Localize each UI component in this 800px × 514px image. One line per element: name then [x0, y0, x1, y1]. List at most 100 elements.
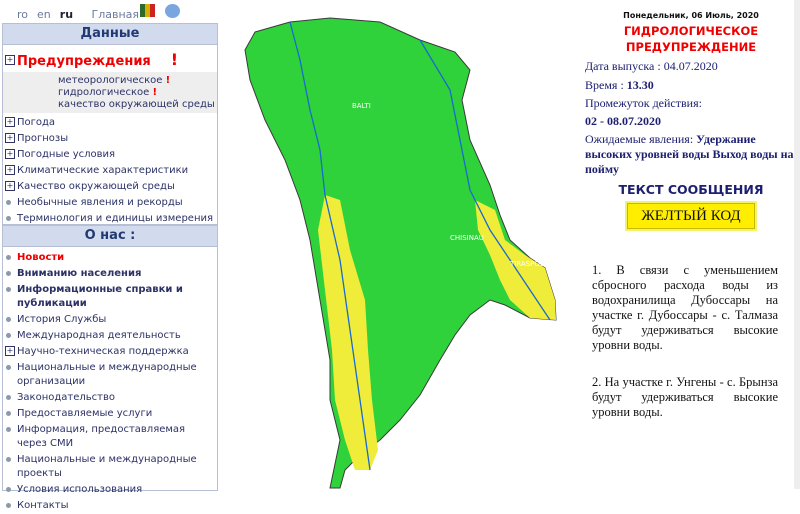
menu-item-label: Информация, предоставляемая через СМИ: [17, 424, 186, 449]
menu-item-label: Научно-техническая поддержка: [17, 346, 189, 357]
bullet-icon: [6, 271, 11, 276]
menu-item[interactable]: Контакты: [3, 498, 217, 514]
menu-item[interactable]: Информация, предоставляемая через СМИ: [3, 422, 217, 452]
warning-meteo[interactable]: метеорологическое !: [58, 75, 171, 86]
menu-item[interactable]: + Погода: [3, 115, 217, 131]
top-nav: ro en ru Главная: [17, 8, 148, 21]
period-value: 02 - 08.07.2020: [585, 114, 661, 128]
expand-icon: +: [5, 346, 15, 356]
menu-item[interactable]: Информационные справки и публикации: [3, 282, 217, 312]
home-link[interactable]: Главная: [91, 8, 140, 21]
issue-date: Дата выпуска : 04.07.2020: [585, 59, 718, 73]
menu-item-label: Национальные и международные организации: [17, 362, 197, 387]
menu-item[interactable]: + Качество окружающей среды: [3, 179, 217, 195]
bullet-icon: [6, 427, 11, 432]
menu-item-label: Климатические характеристики: [17, 165, 189, 176]
scrollbar[interactable]: [794, 0, 800, 489]
menu-item[interactable]: + Погодные условия: [3, 147, 217, 163]
menu-item-label: Национальные и международные проекты: [17, 454, 197, 479]
bullet-icon: [6, 487, 11, 492]
menu-item[interactable]: Вниманию населения: [3, 266, 217, 282]
hydro-warning-map: BALTI CHISINAU TIRASPOL: [244, 17, 557, 489]
bullet-icon: [6, 317, 11, 322]
warnings-submenu: метеорологическое ! гидрологическое ! ка…: [3, 72, 217, 113]
about-panel: О нас : Новости Вниманию населения Информа…: [2, 225, 218, 511]
bullet-icon: [6, 503, 11, 508]
menu-item[interactable]: Новости: [3, 250, 217, 266]
map-label: TIRASPOL: [509, 260, 544, 268]
alert-icon: !: [152, 87, 158, 98]
warning-hydro[interactable]: гидрологическое !: [58, 87, 158, 98]
current-date: Понедельник, 06 Июль, 2020: [623, 11, 759, 20]
menu-item[interactable]: Терминология и единицы измерения: [3, 211, 217, 227]
menu-item-label: Необычные явления и рекорды: [17, 197, 183, 208]
rivers: [289, 21, 551, 471]
paragraph-1: 1. В связи с уменьшением сбросного расхо…: [592, 263, 778, 352]
menu-item-label: Качество окружающей среды: [17, 181, 175, 192]
menu-item[interactable]: + Научно-техническая поддержка: [3, 344, 217, 360]
menu-item[interactable]: Международная деятельность: [3, 328, 217, 344]
menu-item[interactable]: Условия использования: [3, 482, 217, 498]
bulletin: Понедельник, 06 Июль, 2020 ГИДРОЛОГИЧЕСК…: [585, 0, 797, 231]
moldova-flag-icon[interactable]: [140, 4, 155, 17]
map-label: BALTI: [352, 102, 371, 110]
warning-env[interactable]: качество окружающей среды: [58, 99, 215, 110]
lang-ro[interactable]: ro: [17, 8, 29, 21]
menu-item-label: Законодательство: [17, 392, 115, 403]
period-label: Промежуток действия:: [585, 96, 702, 110]
menu-item[interactable]: История Службы: [3, 312, 217, 328]
menu-item-label: История Службы: [17, 314, 107, 325]
warnings-link[interactable]: + Предупреждения!: [5, 50, 179, 69]
data-panel: Данные + Предупреждения! метеорологическо…: [2, 23, 218, 240]
bullet-icon: [6, 216, 11, 221]
menu-item[interactable]: + Прогнозы: [3, 131, 217, 147]
alert-icon: !: [170, 50, 179, 69]
paragraph-2: 2. На участке г. Унгены - с. Брынза буду…: [592, 375, 778, 419]
lang-ru[interactable]: ru: [59, 8, 74, 21]
menu-item[interactable]: + Климатические характеристики: [3, 163, 217, 179]
bullet-icon: [6, 255, 11, 260]
menu-item-label: Вниманию населения: [17, 268, 142, 279]
issue-time: Время : 13.30: [585, 78, 654, 92]
menu-item[interactable]: Предоставляемые услуги: [3, 406, 217, 422]
menu-item-label: Прогнозы: [17, 133, 69, 144]
expand-icon: +: [5, 181, 15, 191]
message-title: ТЕКСТ СООБЩЕНИЯ: [618, 182, 764, 197]
bullet-icon: [6, 333, 11, 338]
menu-item[interactable]: Национальные и международные организации: [3, 360, 217, 390]
menu-item-label: Предоставляемые услуги: [17, 408, 153, 419]
data-panel-title: Данные: [3, 24, 217, 45]
menu-item-label: Информационные справки и публикации: [17, 284, 183, 309]
menu-item-label: Новости: [17, 252, 65, 263]
bulletin-title: ГИДРОЛОГИЧЕСКОЕ ПРЕДУПРЕЖДЕНИЕ: [623, 24, 759, 54]
menu-item-label: Погодные условия: [17, 149, 116, 160]
un-logo-icon[interactable]: [165, 4, 180, 18]
menu-item-label: Международная деятельность: [17, 330, 181, 341]
bullet-icon: [6, 200, 11, 205]
expand-icon: +: [5, 149, 15, 159]
menu-item-label: Условия использования: [17, 484, 143, 495]
expand-icon: +: [5, 133, 15, 143]
map-region-yellow-west: [318, 195, 378, 470]
menu-item-label: Контакты: [17, 500, 69, 511]
menu-item[interactable]: Законодательство: [3, 390, 217, 406]
bullet-icon: [6, 457, 11, 462]
yellow-code-badge: ЖЕЛТЫЙ КОД: [625, 201, 757, 231]
map-region-green: [244, 17, 557, 489]
bullet-icon: [6, 365, 11, 370]
alert-icon: !: [165, 75, 171, 86]
menu-item[interactable]: Необычные явления и рекорды: [3, 195, 217, 211]
expand-icon: +: [5, 165, 15, 175]
about-panel-title: О нас :: [3, 226, 217, 247]
expand-icon: +: [5, 117, 15, 127]
lang-en[interactable]: en: [37, 8, 51, 21]
expand-icon[interactable]: +: [5, 55, 15, 65]
bullet-icon: [6, 395, 11, 400]
map-region-yellow-east: [475, 200, 556, 320]
bullet-icon: [6, 287, 11, 292]
expected-phenomena: Ожидаемые явления: Удержание высоких уро…: [585, 132, 794, 176]
menu-item[interactable]: Национальные и международные проекты: [3, 452, 217, 482]
message-text: 1. В связи с уменьшением сбросного расхо…: [592, 263, 778, 420]
menu-item-label: Терминология и единицы измерения: [17, 213, 213, 224]
map-label: CHISINAU: [450, 234, 484, 242]
